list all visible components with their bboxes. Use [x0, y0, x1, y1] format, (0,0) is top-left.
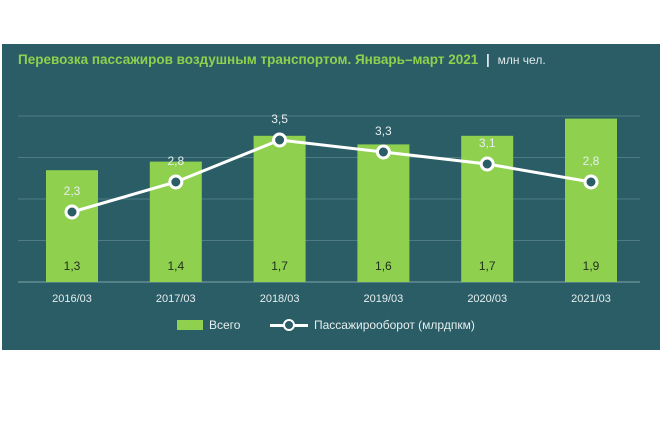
bar-value-label: 1,7: [479, 259, 496, 273]
chart-title-row: Перевозка пассажиров воздушным транспорт…: [18, 52, 546, 67]
legend-label-bars: Всего: [209, 318, 241, 332]
x-tick-label: 2016/03: [52, 293, 92, 305]
series-line: [71, 138, 592, 214]
x-tick-label: 2017/03: [156, 293, 196, 305]
bar: [46, 170, 98, 282]
line-point: [375, 144, 391, 160]
chart-panel: [2, 44, 660, 350]
line-point: [272, 132, 288, 148]
line-value-label: 3,1: [479, 136, 496, 150]
bar-value-label: 1,4: [167, 259, 184, 273]
x-tick-label: 2019/03: [364, 293, 404, 305]
line-point: [168, 174, 184, 190]
bar: [253, 135, 306, 282]
legend-item-bars: Всего: [177, 318, 240, 332]
legend: Всего Пассажирооборот (млрдпкм): [0, 318, 660, 338]
line-point: [64, 204, 80, 220]
line-value-label: 3,3: [375, 124, 392, 138]
line-value-label: 2,3: [64, 184, 81, 198]
legend-bar-swatch: [177, 320, 203, 330]
line-point: [583, 174, 599, 190]
x-tick-label: 2021/03: [571, 293, 611, 305]
x-tick-label: 2020/03: [467, 293, 507, 305]
legend-line-swatch: [270, 319, 308, 331]
title-separator: |: [486, 52, 490, 67]
chart-title: Перевозка пассажиров воздушным транспорт…: [18, 52, 479, 67]
line-point: [479, 156, 495, 172]
unit-label: млн чел.: [497, 53, 546, 67]
bar-value-label: 1,9: [583, 259, 600, 273]
bar: [357, 144, 410, 282]
legend-item-line: Пассажирооборот (млрдпкм): [270, 318, 475, 332]
line-value-label: 3,5: [271, 112, 288, 126]
legend-label-line: Пассажирооборот (млрдпкм): [314, 318, 475, 332]
bar-value-label: 1,3: [64, 259, 81, 273]
bar: [565, 118, 617, 282]
bar-value-label: 1,6: [375, 259, 392, 273]
x-tick-label: 2018/03: [260, 293, 300, 305]
line-value-label: 2,8: [583, 154, 600, 168]
line-value-label: 2,8: [167, 154, 184, 168]
bar-value-label: 1,7: [271, 259, 288, 273]
